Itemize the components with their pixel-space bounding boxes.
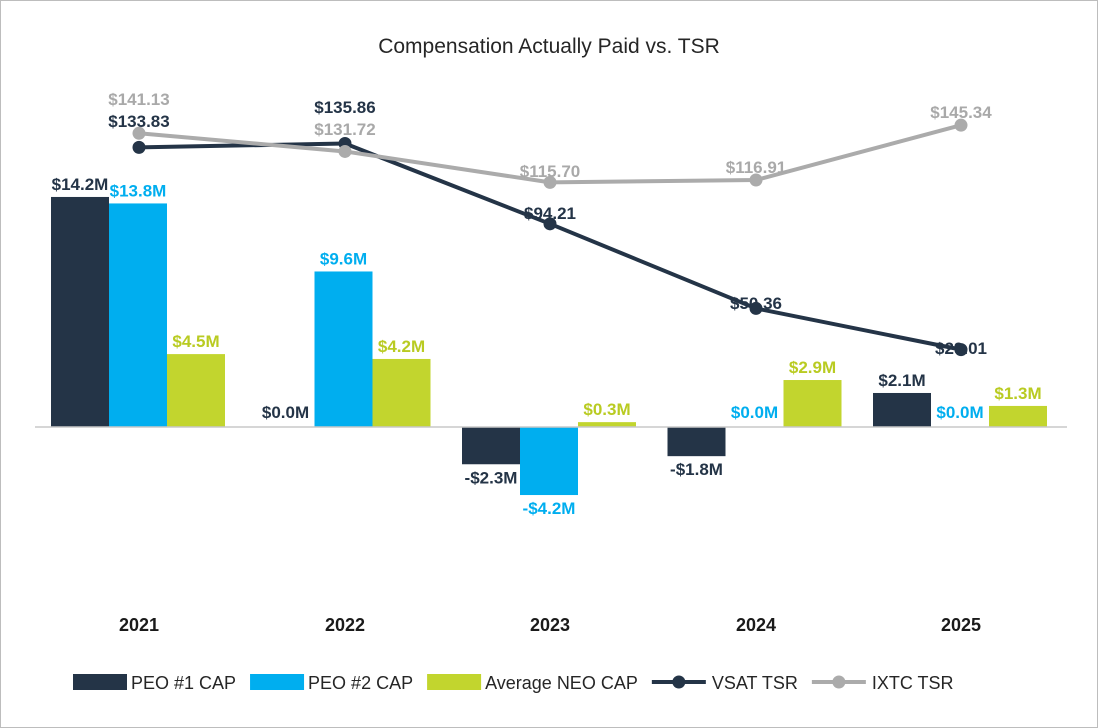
data-label-vsat-tsr-2025: $29.01 — [935, 339, 987, 358]
data-label-peo-2-cap-2025: $0.0M — [936, 403, 983, 422]
bar-average-neo-cap-2021 — [167, 354, 225, 427]
legend-label-peo-2-cap: PEO #2 CAP — [308, 673, 413, 693]
data-label-peo-1-cap-2024: -$1.8M — [670, 460, 723, 479]
data-label-ixtc-tsr-2023: $115.70 — [520, 162, 581, 181]
bar-peo-1-cap-2021 — [51, 196, 109, 427]
x-tick-2021: 2021 — [119, 615, 159, 635]
bar-peo-2-cap-2022 — [314, 271, 373, 427]
bar-average-neo-cap-2024 — [783, 380, 842, 427]
legend-swatch-peo-2-cap — [250, 674, 305, 690]
data-label-ixtc-tsr-2022: $131.72 — [314, 120, 375, 139]
marker-vsat-tsr-2023 — [543, 217, 557, 231]
data-label-average-neo-cap-2022: $4.2M — [378, 337, 425, 356]
data-label-ixtc-tsr-2021: $141.13 — [108, 90, 169, 109]
bar-peo-1-cap-2024 — [667, 427, 726, 457]
marker-ixtc-tsr-2023 — [543, 175, 557, 189]
data-label-vsat-tsr-2021: $133.83 — [108, 112, 169, 131]
data-label-vsat-tsr-2023: $94.21 — [524, 204, 576, 223]
bar-average-neo-cap-2023 — [578, 422, 636, 427]
legend-label-vsat-tsr: VSAT TSR — [712, 673, 798, 693]
data-label-ixtc-tsr-2024: $116.91 — [726, 158, 787, 177]
data-label-peo-2-cap-2021: $13.8M — [110, 181, 167, 200]
data-label-average-neo-cap-2023: $0.3M — [583, 400, 630, 419]
bar-peo-2-cap-2021 — [109, 203, 167, 427]
marker-ixtc-tsr-2022 — [338, 144, 352, 158]
chart-title: Compensation Actually Paid vs. TSR — [378, 35, 720, 58]
labels-layer: $14.2M $0.0M -$2.3M -$1.8M $2.1M $13.8M $9.6M -… — [52, 90, 1042, 518]
legend-marker-vsat-tsr — [672, 675, 686, 689]
data-label-average-neo-cap-2025: $1.3M — [994, 384, 1041, 403]
bar-peo-2-cap-2023 — [520, 427, 578, 496]
legend-item-ixtc-tsr: IXTC TSR — [811, 673, 954, 693]
marker-vsat-tsr-2025 — [954, 343, 968, 357]
data-label-peo-2-cap-2022: $9.6M — [320, 249, 367, 268]
data-label-peo-2-cap-2023: -$4.2M — [523, 499, 576, 518]
data-label-average-neo-cap-2024: $2.9M — [789, 358, 836, 377]
x-tick-2025: 2025 — [941, 615, 981, 635]
marker-vsat-tsr-2021 — [132, 140, 146, 154]
x-axis-ticks: 2021 2022 2023 2024 2025 — [119, 615, 981, 635]
legend-label-ixtc-tsr: IXTC TSR — [872, 673, 954, 693]
x-tick-2024: 2024 — [736, 615, 776, 635]
bar-peo-1-cap-2025 — [873, 392, 931, 427]
bars-layer — [51, 196, 1047, 496]
legend-marker-ixtc-tsr — [832, 675, 846, 689]
data-label-peo-1-cap-2021: $14.2M — [52, 175, 109, 194]
data-label-peo-1-cap-2023: -$2.3M — [465, 468, 518, 487]
data-label-peo-2-cap-2024: $0.0M — [731, 403, 778, 422]
legend-label-peo-1-cap: PEO #1 CAP — [131, 673, 236, 693]
marker-ixtc-tsr-2021 — [132, 126, 146, 140]
legend-swatch-average-neo-cap — [427, 674, 482, 690]
lines-layer — [132, 118, 968, 357]
marker-ixtc-tsr-2024 — [749, 173, 763, 187]
bar-average-neo-cap-2022 — [372, 358, 431, 427]
legend-item-peo-2-cap: PEO #2 CAP — [250, 673, 413, 693]
data-label-vsat-tsr-2024: $50.36 — [730, 294, 782, 313]
legend: PEO #1 CAP PEO #2 CAP Average NEO CAP VSAT … — [73, 673, 954, 693]
data-label-peo-1-cap-2025: $2.1M — [878, 371, 925, 390]
legend-label-average-neo-cap: Average NEO CAP — [485, 673, 638, 693]
data-label-vsat-tsr-2022: $135.86 — [314, 98, 375, 117]
legend-swatch-peo-1-cap — [73, 674, 127, 690]
bar-peo-1-cap-2023 — [462, 427, 520, 465]
data-label-average-neo-cap-2021: $4.5M — [172, 332, 219, 351]
x-tick-2023: 2023 — [530, 615, 570, 635]
data-label-ixtc-tsr-2025: $145.34 — [930, 103, 992, 122]
marker-ixtc-tsr-2025 — [954, 118, 968, 132]
legend-item-peo-1-cap: PEO #1 CAP — [73, 673, 236, 693]
bar-average-neo-cap-2025 — [989, 405, 1047, 427]
legend-item-vsat-tsr: VSAT TSR — [651, 673, 798, 693]
marker-vsat-tsr-2024 — [749, 301, 763, 315]
x-tick-2022: 2022 — [325, 615, 365, 635]
data-label-peo-1-cap-2022: $0.0M — [262, 403, 309, 422]
legend-item-average-neo-cap: Average NEO CAP — [427, 673, 638, 693]
